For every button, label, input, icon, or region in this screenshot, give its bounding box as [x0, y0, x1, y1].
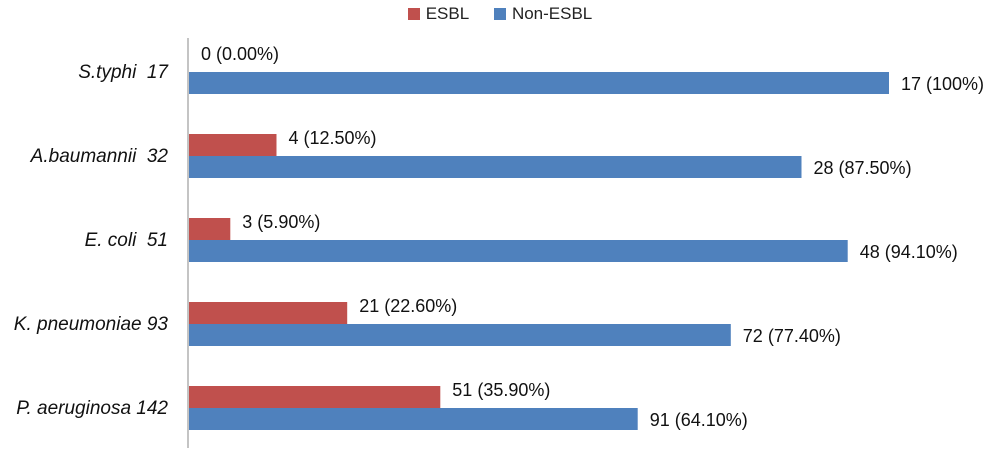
legend-swatch-esbl	[407, 8, 420, 20]
value-label-non-esbl-a-baumannii-32: 28 (87.50%)	[814, 158, 912, 178]
bar-esbl-k-pneumoniae-93	[189, 302, 348, 324]
value-label-esbl-s-typhi-17: 0 (0.00%)	[201, 44, 279, 64]
bars	[189, 72, 889, 430]
value-labels: 0 (0.00%) 17 (100%) 4 (12.50%) 28 (87.50%) 3…	[201, 44, 984, 430]
value-label-esbl-p-aeruginosa-142: 51 (35.90%)	[452, 380, 550, 400]
bar-non-esbl-e-coli-51	[189, 240, 848, 262]
legend-label-esbl: ESBL	[425, 4, 470, 23]
value-label-esbl-e-coli-51: 3 (5.90%)	[242, 212, 320, 232]
bar-esbl-p-aeruginosa-142	[189, 386, 441, 408]
category-label-k-pneumoniae-93: K. pneumoniae 93	[14, 314, 169, 335]
legend-label-non-esbl: Non-ESBL	[511, 4, 593, 23]
category-label-s-typhi-17: S.typhi 17	[78, 62, 169, 83]
legend: ESBL Non-ESBL	[0, 4, 1000, 25]
bar-non-esbl-k-pneumoniae-93	[189, 324, 731, 346]
value-label-non-esbl-p-aeruginosa-142: 91 (64.10%)	[650, 410, 748, 430]
bar-esbl-e-coli-51	[189, 218, 231, 240]
category-label-p-aeruginosa-142: P. aeruginosa 142	[16, 398, 168, 419]
legend-item-esbl: ESBL	[407, 4, 470, 24]
value-label-esbl-a-baumannii-32: 4 (12.50%)	[289, 128, 377, 148]
category-label-a-baumannii-32: A.baumannii 32	[30, 146, 169, 167]
bar-non-esbl-p-aeruginosa-142	[189, 408, 638, 430]
category-labels: S.typhi 17 A.baumannii 32 E. coli 51 K. pne…	[14, 62, 170, 419]
category-label-e-coli-51: E. coli 51	[85, 230, 168, 251]
value-label-esbl-k-pneumoniae-93: 21 (22.60%)	[359, 296, 457, 316]
bar-non-esbl-a-baumannii-32	[189, 156, 802, 178]
value-label-non-esbl-s-typhi-17: 17 (100%)	[901, 74, 984, 94]
legend-swatch-non-esbl	[493, 8, 506, 20]
value-label-non-esbl-e-coli-51: 48 (94.10%)	[860, 242, 958, 262]
legend-item-non-esbl: Non-ESBL	[493, 4, 593, 24]
bar-esbl-a-baumannii-32	[189, 134, 277, 156]
bar-non-esbl-s-typhi-17	[189, 72, 889, 94]
value-label-non-esbl-k-pneumoniae-93: 72 (77.40%)	[743, 326, 841, 346]
